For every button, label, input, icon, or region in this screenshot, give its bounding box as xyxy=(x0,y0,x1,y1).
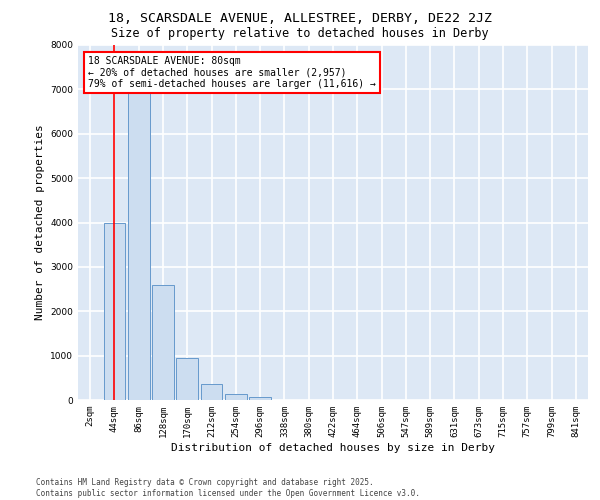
Text: Size of property relative to detached houses in Derby: Size of property relative to detached ho… xyxy=(111,28,489,40)
Text: 18 SCARSDALE AVENUE: 80sqm
← 20% of detached houses are smaller (2,957)
79% of s: 18 SCARSDALE AVENUE: 80sqm ← 20% of deta… xyxy=(88,56,376,89)
Y-axis label: Number of detached properties: Number of detached properties xyxy=(35,124,44,320)
Bar xyxy=(225,394,247,400)
Bar xyxy=(200,384,223,400)
Bar xyxy=(176,358,198,400)
Text: Contains HM Land Registry data © Crown copyright and database right 2025.
Contai: Contains HM Land Registry data © Crown c… xyxy=(36,478,420,498)
Bar xyxy=(104,222,125,400)
Bar xyxy=(249,396,271,400)
Bar xyxy=(128,72,149,400)
X-axis label: Distribution of detached houses by size in Derby: Distribution of detached houses by size … xyxy=(171,442,495,452)
Text: 18, SCARSDALE AVENUE, ALLESTREE, DERBY, DE22 2JZ: 18, SCARSDALE AVENUE, ALLESTREE, DERBY, … xyxy=(108,12,492,26)
Bar xyxy=(152,284,174,400)
